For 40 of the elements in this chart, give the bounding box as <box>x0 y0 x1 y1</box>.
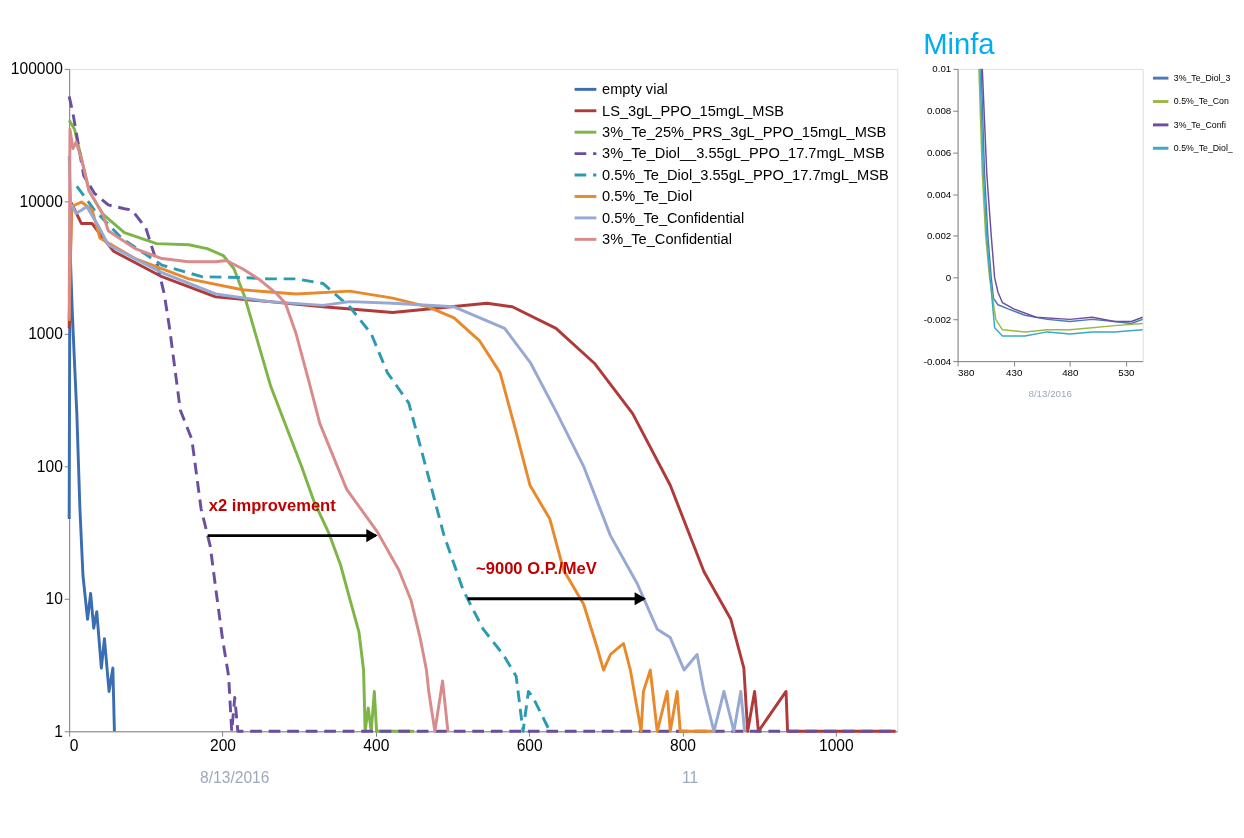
legend-label: 3%_Te_Confidential <box>602 231 732 248</box>
x-tick-label: 430 <box>1006 367 1023 379</box>
legend-label: 0.5%_Te_Diol <box>602 188 693 205</box>
legend-label: 0.5%_Te_Diol_3.55gL_PPO_17.7mgL_MSB <box>602 166 889 183</box>
legend-label: 0.5%_Te_Diol_ <box>1173 143 1233 154</box>
x-tick-label: 0 <box>69 737 79 755</box>
x-tick-label: 530 <box>1118 367 1136 379</box>
x-tick-label: 400 <box>363 737 390 755</box>
y-tick-label: 1 <box>54 722 63 740</box>
y-tick-label: -0.004 <box>923 355 952 367</box>
y-tick-label: 100000 <box>10 60 64 78</box>
legend-label: 3%_Te_Diol_3 <box>1173 73 1231 84</box>
y-tick-label: 0 <box>945 272 952 284</box>
legend-label: LS_3gL_PPO_15mgL_MSB <box>602 102 784 119</box>
y-tick-label: 0.006 <box>926 146 952 158</box>
legend-label: empty vial <box>602 81 668 98</box>
legend-label: 3%_Te_25%_PRS_3gL_PPO_15mgL_MSB <box>602 124 887 141</box>
text: 11 <box>682 768 699 786</box>
legend-label: 0.5%_Te_Con <box>1173 96 1229 107</box>
y-tick-label: 100 <box>36 457 64 475</box>
chart-title: Minfa <box>923 28 996 61</box>
y-tick-label: 1000 <box>28 325 64 343</box>
y-tick-label: 0.01 <box>932 63 952 75</box>
x-tick-label: 480 <box>1062 367 1079 379</box>
legend-label: 0.5%_Te_Confidential <box>602 209 745 226</box>
legend-label: 3%_Te_Diol__3.55gL_PPO_17.7mgL_MSB <box>602 145 885 162</box>
legend-label: 3%_Te_Confi <box>1173 119 1226 130</box>
y-tick-label: 10000 <box>19 192 64 210</box>
x-tick-label: 800 <box>670 737 697 755</box>
y-tick-label: 10 <box>45 590 64 608</box>
x-tick-label: 380 <box>958 367 975 379</box>
y-tick-label: -0.002 <box>923 313 952 325</box>
x-tick-label: 600 <box>516 737 543 755</box>
y-tick-label: 0.002 <box>926 230 952 242</box>
y-tick-label: 0.004 <box>926 188 952 200</box>
x-tick-label: 200 <box>209 737 237 755</box>
y-tick-label: 0.008 <box>926 105 952 117</box>
text: 8/13/2016 <box>1028 388 1072 400</box>
text: 8/13/2016 <box>200 768 270 786</box>
x-tick-label: 1000 <box>819 737 855 755</box>
